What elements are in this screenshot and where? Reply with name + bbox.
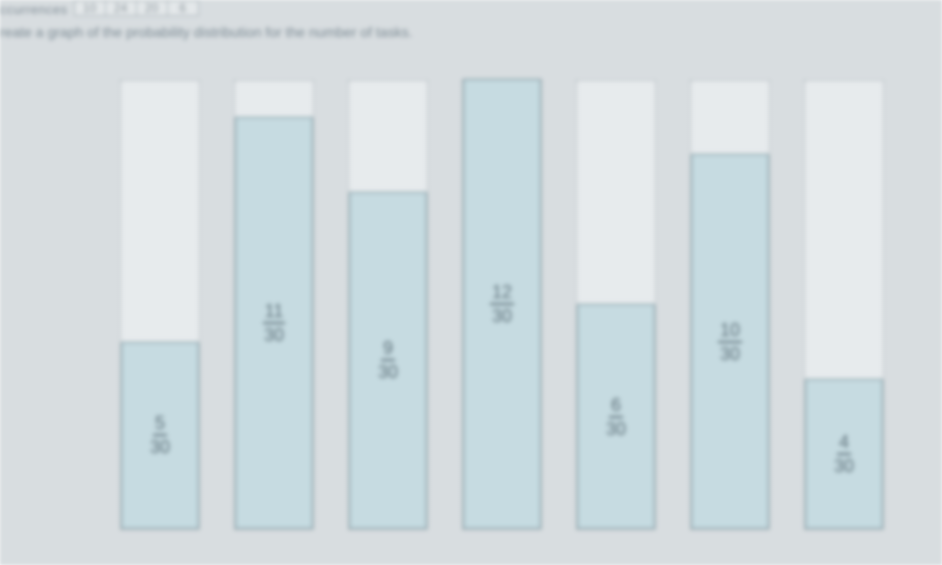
fraction-denominator: 30 [834,455,854,475]
table-cell: 20 [137,0,168,16]
bar-fill[interactable]: 10 30 [691,154,769,529]
table-cells: 10 24 20 6 [74,0,199,16]
fraction-denominator: 30 [492,305,512,325]
bar-fraction-label: 12 30 [490,283,514,325]
bar-fraction-label: 5 30 [150,414,170,456]
table-cell: 6 [168,0,199,16]
bar-slot[interactable]: 10 30 [690,80,770,530]
page-root: ccurrences 10 24 20 6 reate a graph of t… [0,0,942,565]
fraction-numerator: 11 [263,302,286,324]
fraction-denominator: 30 [378,361,398,381]
table-row-label: ccurrences [0,0,74,17]
bar-fraction-label: 9 30 [378,339,398,381]
bar-slot[interactable]: 5 30 [120,80,200,530]
fraction-numerator: 6 [609,396,623,418]
bar-fill[interactable]: 11 30 [235,117,313,530]
bar-fill[interactable]: 4 30 [805,379,883,529]
bar-slot[interactable]: 4 30 [804,80,884,530]
bar-fraction-label: 6 30 [606,396,626,438]
table-cell: 10 [74,0,106,16]
instruction-text: reate a graph of the probability distrib… [0,24,412,40]
bar-fraction-label: 10 30 [718,321,742,363]
bar-slot[interactable]: 6 30 [576,80,656,530]
table-cell: 24 [106,0,137,16]
fraction-denominator: 30 [720,343,740,363]
probability-distribution-chart: 5 30 11 30 9 30 [120,80,920,530]
bar-fill[interactable]: 5 30 [121,342,199,530]
bar-slot[interactable]: 12 30 [462,80,542,530]
fraction-numerator: 12 [490,283,514,305]
fraction-numerator: 4 [837,433,851,455]
fraction-denominator: 30 [150,436,170,456]
fraction-numerator: 10 [718,321,742,343]
fraction-denominator: 30 [606,418,626,438]
fraction-numerator: 9 [381,339,395,361]
fraction-numerator: 5 [153,414,167,436]
occurrences-table-fragment: ccurrences 10 24 20 6 [0,0,199,17]
bar-slot[interactable]: 9 30 [348,80,428,530]
bar-fill[interactable]: 9 30 [349,192,427,530]
fraction-denominator: 30 [264,324,284,344]
bar-slot[interactable]: 11 30 [234,80,314,530]
bar-fraction-label: 4 30 [834,433,854,475]
bar-fraction-label: 11 30 [263,302,286,344]
bar-fill[interactable]: 12 30 [463,79,541,529]
bar-fill[interactable]: 6 30 [577,304,655,529]
